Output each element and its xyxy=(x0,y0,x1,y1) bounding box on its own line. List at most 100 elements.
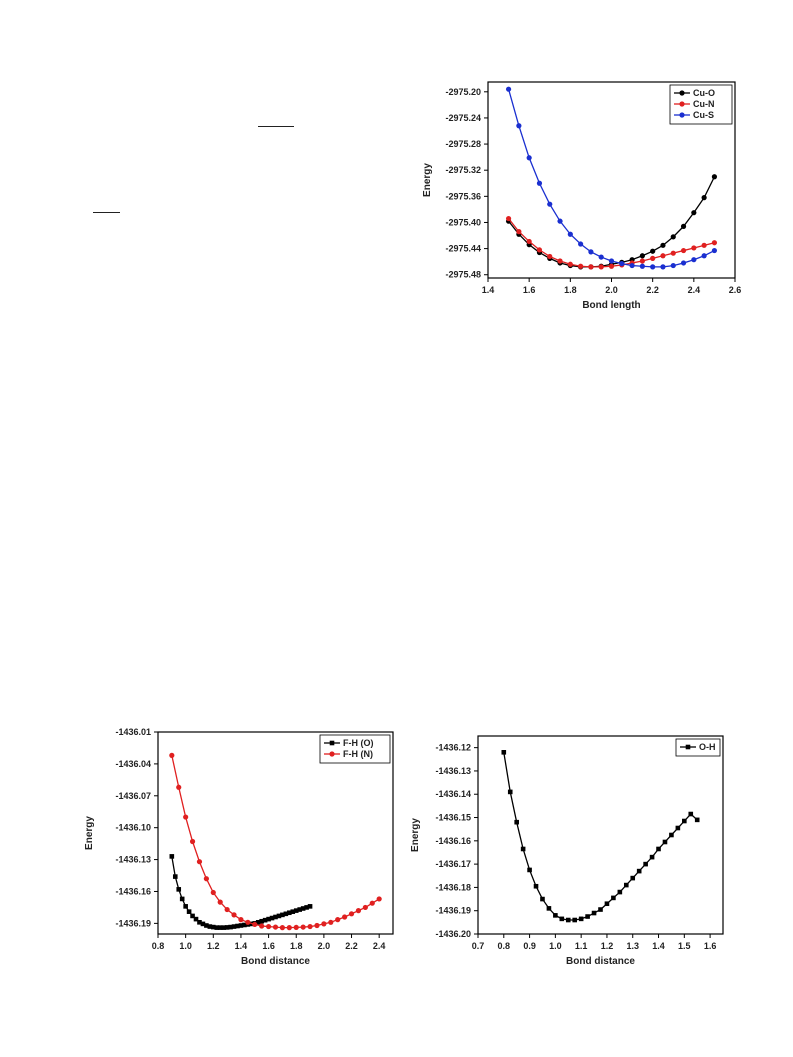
chart1-series-0-point xyxy=(197,920,202,925)
chart2-series-0-point xyxy=(604,901,610,907)
chart1-ytick-label: -1436.04 xyxy=(115,759,151,769)
chart1-series-0-point xyxy=(280,912,285,918)
chart0-legend-label: Cu-O xyxy=(693,88,715,98)
chart0-series-1-point xyxy=(650,255,656,261)
chart1-xtick-label: 1.6 xyxy=(262,941,275,951)
chart0-series-1-point xyxy=(598,264,604,270)
chart1-series-1-point xyxy=(238,917,244,923)
chart0-ytick-label: -2975.32 xyxy=(445,165,481,175)
chart0-series-2-point xyxy=(588,249,594,255)
chart1-series-1-point xyxy=(355,908,362,914)
chart2-ytick-label: -1436.20 xyxy=(435,929,471,939)
chart0-series-2-point xyxy=(639,263,645,269)
chart0-series-2-point xyxy=(526,155,532,161)
chart0-xaxis-label: Bond length xyxy=(582,300,640,311)
chart2-series-0-line xyxy=(503,752,698,921)
chart2-series-0-point xyxy=(578,916,584,922)
chart1-xaxis-label: Bond distance xyxy=(241,956,310,967)
chart1-series-0-point xyxy=(207,924,213,929)
chart2-series-0-point xyxy=(546,906,552,911)
chart1-series-0-point xyxy=(214,925,220,930)
chart0-series-2-point xyxy=(629,262,635,269)
chart0-series-2-point xyxy=(701,253,707,259)
chart1-series-0-point xyxy=(224,925,230,930)
chart1-series-1-point xyxy=(245,919,251,925)
chart1-series-0-point xyxy=(276,913,282,919)
chart0-ytick-label: -2975.28 xyxy=(445,139,481,149)
chart2-series-0-point xyxy=(553,913,558,918)
chart1-series-0-point xyxy=(283,911,289,917)
chart0-series-1-point xyxy=(660,253,666,259)
chart2-xtick-label: 0.9 xyxy=(523,941,536,951)
chart1-series-1-point xyxy=(176,784,182,790)
chart1-series-0-point xyxy=(193,916,199,922)
chart1-series-1-point xyxy=(265,923,272,930)
chart1-series-0-point xyxy=(297,907,302,912)
chart1-series-1-point xyxy=(196,859,203,865)
chart0-series-2-point xyxy=(691,257,697,263)
chart2-series-0-point xyxy=(514,819,519,825)
chart2-series-0-point xyxy=(533,883,539,889)
chart1-series-0-point xyxy=(235,923,240,929)
chart1-series-0-point xyxy=(221,925,226,930)
chart1-series-1-point xyxy=(231,912,237,918)
chart1-series-0-point xyxy=(290,909,296,914)
chart0-series-1-point xyxy=(526,238,532,245)
chart0-series-2-point xyxy=(578,241,584,247)
chart2-ytick-label: -1436.16 xyxy=(435,836,471,846)
chart2-series-0-point xyxy=(591,910,597,916)
chart0-series-1-point xyxy=(639,258,645,264)
chart1-series-0-point xyxy=(176,887,182,892)
chart2-legend-label: O-H xyxy=(699,742,716,752)
chart1-legend-label: F-H (O) xyxy=(343,738,374,748)
chart2-series-0-point xyxy=(688,811,694,817)
fh-chart-svg: 0.8 1.0 1.2 1.4 1.6 1.8 2.0 2.2 2.4 -1436.01 -1436… xyxy=(84,727,394,967)
chart0-series-2-point xyxy=(619,261,625,267)
chart1-legend-marker xyxy=(329,751,335,757)
chart1-series-1-point xyxy=(183,814,189,820)
chart1-ytick-label: -1436.16 xyxy=(115,886,151,896)
chart0-series-0-point xyxy=(691,210,697,216)
chart1-series-1-point xyxy=(369,900,375,906)
chart1-series-0-point xyxy=(228,924,233,930)
chart1-series-0-point xyxy=(262,917,268,923)
chart0-series-1-point xyxy=(711,240,718,246)
chart2-series-0-point xyxy=(527,867,532,873)
chart1-xtick-label: 2.2 xyxy=(345,941,358,951)
chart2-ytick-label: -1436.15 xyxy=(435,813,471,823)
chart2-series-0-point xyxy=(540,896,545,902)
chart1-series-0-point xyxy=(190,913,195,919)
chart0-series-2-point xyxy=(516,123,522,129)
chart1-series-0-point xyxy=(200,921,206,927)
chart0-series-1-point xyxy=(536,247,543,253)
chart1-series-0-point xyxy=(183,904,188,909)
chart1-ytick-label: -1436.01 xyxy=(115,727,151,737)
chart0-series-1-point xyxy=(567,261,573,267)
chart0-series-2-point xyxy=(536,180,543,186)
chart1-series-0-point xyxy=(287,910,292,916)
chart2-series-0-point xyxy=(694,817,700,823)
chart1-ytick-label: -1436.10 xyxy=(115,823,151,833)
chart0-series-2-point xyxy=(680,260,687,266)
chart1-series-1-line xyxy=(171,755,380,929)
chart0-series-0-point xyxy=(650,248,656,254)
chart2-series-0-point xyxy=(585,914,590,919)
chart2-series-0-point xyxy=(669,832,674,838)
chart1-plot-frame xyxy=(157,731,394,935)
chart1-legend-box xyxy=(319,734,391,764)
chart1-series-1-point xyxy=(279,925,286,931)
chart1-ytick-label: -1436.07 xyxy=(115,791,151,801)
chart2-series-0-point xyxy=(507,789,513,795)
chart1-series-1-point xyxy=(217,899,223,905)
fh-bond-energy-chart: 0.8 1.0 1.2 1.4 1.6 1.8 2.0 2.2 2.4 -1436.01 -1436… xyxy=(80,722,405,972)
chart2-xtick-label: 0.8 xyxy=(498,941,511,951)
chart0-series-1-point xyxy=(557,258,563,264)
chart1-legend-label: F-H (N) xyxy=(343,749,373,759)
chart1-xtick-label: 1.8 xyxy=(290,941,303,951)
chart2-series-0-point xyxy=(559,916,565,922)
chart1-series-1-point xyxy=(314,922,320,929)
chart0-series-0-point xyxy=(639,253,645,259)
chart1-ytick-label: -1436.19 xyxy=(115,918,151,928)
chart1-series-0-point xyxy=(242,922,247,928)
chart1-yaxis-label: Energy xyxy=(84,816,95,850)
